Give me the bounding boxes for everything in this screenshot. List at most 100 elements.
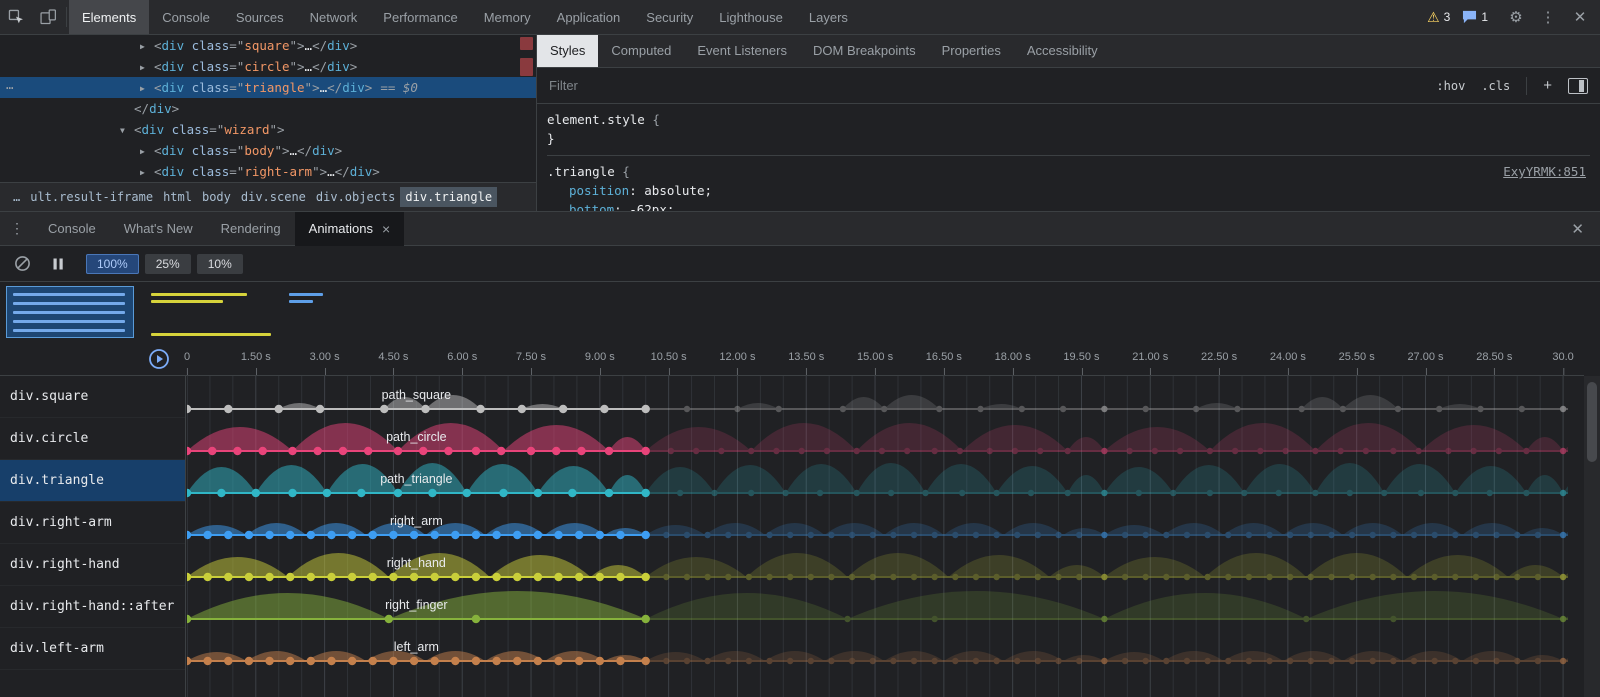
animation-group-preview-3[interactable] (282, 286, 410, 338)
timeline-tick-label: 22.50 s (1201, 351, 1237, 363)
styles-tab-dom-breakpoints[interactable]: DOM Breakpoints (800, 35, 929, 67)
device-toolbar-icon[interactable] (32, 0, 64, 34)
dom-tree-row[interactable]: ▼<div class="wizard"> (0, 119, 536, 140)
tab-security[interactable]: Security (633, 0, 706, 34)
animation-row-div-left-arm[interactable]: div.left-arm (0, 628, 185, 670)
playback-rate-25[interactable]: 25% (145, 254, 191, 274)
styles-tab-properties[interactable]: Properties (929, 35, 1014, 67)
tab-lighthouse[interactable]: Lighthouse (706, 0, 796, 34)
breadcrumb-item-div-objects[interactable]: div.objects (311, 187, 400, 207)
toggle-class-button[interactable]: .cls (1481, 79, 1510, 93)
breadcrumb-item-div-triangle[interactable]: div.triangle (400, 187, 497, 207)
disclosure-collapsed-icon: ▶ (140, 162, 154, 182)
console-messages-badge[interactable]: 1 (1462, 10, 1488, 24)
tab-elements[interactable]: Elements (69, 0, 149, 34)
drawer-tab-what-s-new[interactable]: What's New (110, 212, 207, 246)
animation-row-div-right-arm[interactable]: div.right-arm (0, 502, 185, 544)
toggle-element-state-button[interactable]: :hov (1436, 79, 1465, 93)
toggle-sidebar-icon[interactable] (1568, 78, 1588, 94)
timeline-tracks[interactable]: path_squarepath_circlepath_triangleright… (187, 376, 1568, 697)
timeline-tick-label: 24.00 s (1270, 351, 1306, 363)
css-selector: element.style (547, 112, 645, 127)
css-source-link[interactable]: ExyYRMK:851 (1503, 162, 1586, 181)
scrollbar-thumb[interactable] (1587, 382, 1597, 462)
animation-row-div-circle[interactable]: div.circle (0, 418, 185, 460)
breadcrumb: …ult.result-iframehtmlbodydiv.scenediv.o… (0, 182, 536, 211)
breadcrumb-item-body[interactable]: body (197, 187, 236, 207)
playback-rate-100[interactable]: 100% (86, 254, 139, 274)
dom-token: div (350, 164, 373, 179)
animations-toolbar: 100% 25% 10% (0, 246, 1600, 282)
breadcrumb-item-div-scene[interactable]: div.scene (236, 187, 311, 207)
replay-timeline-button[interactable] (147, 347, 171, 371)
more-options-kebab-icon[interactable]: ⋮ (1532, 8, 1564, 26)
animation-row-div-square[interactable]: div.square (0, 376, 185, 418)
tab-performance[interactable]: Performance (370, 0, 470, 34)
tab-sources[interactable]: Sources (223, 0, 297, 34)
dom-tree-row[interactable]: </div> (0, 98, 536, 119)
drawer-tab-console[interactable]: Console (34, 212, 110, 246)
dom-token: wizard (224, 122, 269, 137)
styles-filter-input[interactable] (549, 78, 849, 93)
message-count: 1 (1481, 10, 1488, 24)
preview-line (13, 302, 125, 305)
styles-tab-accessibility[interactable]: Accessibility (1014, 35, 1111, 67)
dom-tree-row[interactable]: ▶<div class="right-arm">…</div> (0, 161, 536, 182)
timeline-scrollbar[interactable] (1584, 376, 1600, 697)
tab-console[interactable]: Console (149, 0, 223, 34)
scrollbar-error-marker (520, 37, 533, 50)
settings-gear-icon[interactable]: ⚙ (1500, 8, 1532, 26)
dom-tree-row[interactable]: ▶<div class="circle">…</div> (0, 56, 536, 77)
breadcrumb-item-ult-result-iframe[interactable]: ult.result-iframe (25, 187, 158, 207)
dom-token: circle (244, 59, 289, 74)
drawer-tab-label: Animations (309, 221, 373, 236)
styles-tab-event-listeners[interactable]: Event Listeners (684, 35, 800, 67)
close-tab-icon[interactable]: × (382, 221, 390, 237)
tab-network[interactable]: Network (297, 0, 371, 34)
close-devtools-icon[interactable]: ✕ (1564, 8, 1596, 26)
pause-all-button[interactable] (46, 252, 70, 276)
svg-text:path_circle: path_circle (386, 430, 446, 444)
clear-icon (14, 255, 31, 272)
svg-text:right_hand: right_hand (387, 556, 446, 570)
dom-token: … (320, 80, 328, 95)
tab-application[interactable]: Application (544, 0, 634, 34)
css-property[interactable]: position: absolute; (547, 181, 1590, 200)
dom-tree: ▶<div class="square">…</div>▶<div class=… (0, 35, 536, 182)
new-style-rule-button[interactable]: + (1543, 77, 1552, 94)
drawer-menu-kebab-icon[interactable]: ⋮ (0, 220, 34, 237)
drawer-tab-label: What's New (124, 221, 193, 236)
tab-layers[interactable]: Layers (796, 0, 861, 34)
close-drawer-icon[interactable]: ✕ (1571, 220, 1584, 238)
warning-icon: ⚠ (1427, 9, 1440, 26)
tab-memory[interactable]: Memory (471, 0, 544, 34)
animation-row-div-right-hand-after[interactable]: div.right-hand::after (0, 586, 185, 628)
drawer-tab-rendering[interactable]: Rendering (207, 212, 295, 246)
animation-group-preview-2[interactable] (144, 286, 272, 338)
drawer-tab-animations[interactable]: Animations × (295, 212, 405, 246)
preview-line (289, 300, 313, 303)
inspect-element-icon[interactable] (0, 0, 32, 34)
dom-tree-row[interactable]: ▶<div class="body">…</div> (0, 140, 536, 161)
breadcrumb-item-[interactable]: … (8, 187, 25, 207)
dom-token: class (184, 164, 229, 179)
dom-node-text: <div class="triangle">…</div> (154, 80, 372, 95)
animation-group-preview-1[interactable] (6, 286, 134, 338)
css-property[interactable]: bottom: -62px; (547, 200, 1590, 211)
animation-row-div-triangle[interactable]: div.triangle (0, 460, 185, 502)
dom-token: div (142, 122, 165, 137)
drawer-tabs: Console What's New Rendering Animations × (34, 212, 404, 246)
styles-tab-styles[interactable]: Styles (537, 35, 598, 67)
dom-token: < (154, 59, 162, 74)
dom-token: … (290, 143, 298, 158)
timeline-ruler[interactable]: 01.50 s3.00 s4.50 s6.00 s7.50 s9.00 s10.… (0, 342, 1584, 376)
breadcrumb-item-html[interactable]: html (158, 187, 197, 207)
clear-all-button[interactable] (10, 252, 34, 276)
dom-tree-row[interactable]: ⋯▶<div class="triangle">…</div>== $0 (0, 77, 536, 98)
styles-tab-computed[interactable]: Computed (598, 35, 684, 67)
dom-tree-row[interactable]: ▶<div class="square">…</div> (0, 35, 536, 56)
animation-row-div-right-hand[interactable]: div.right-hand (0, 544, 185, 586)
console-warnings-badge[interactable]: ⚠ 3 (1427, 9, 1450, 26)
playback-rate-10[interactable]: 10% (197, 254, 243, 274)
dom-token: =" (209, 122, 224, 137)
